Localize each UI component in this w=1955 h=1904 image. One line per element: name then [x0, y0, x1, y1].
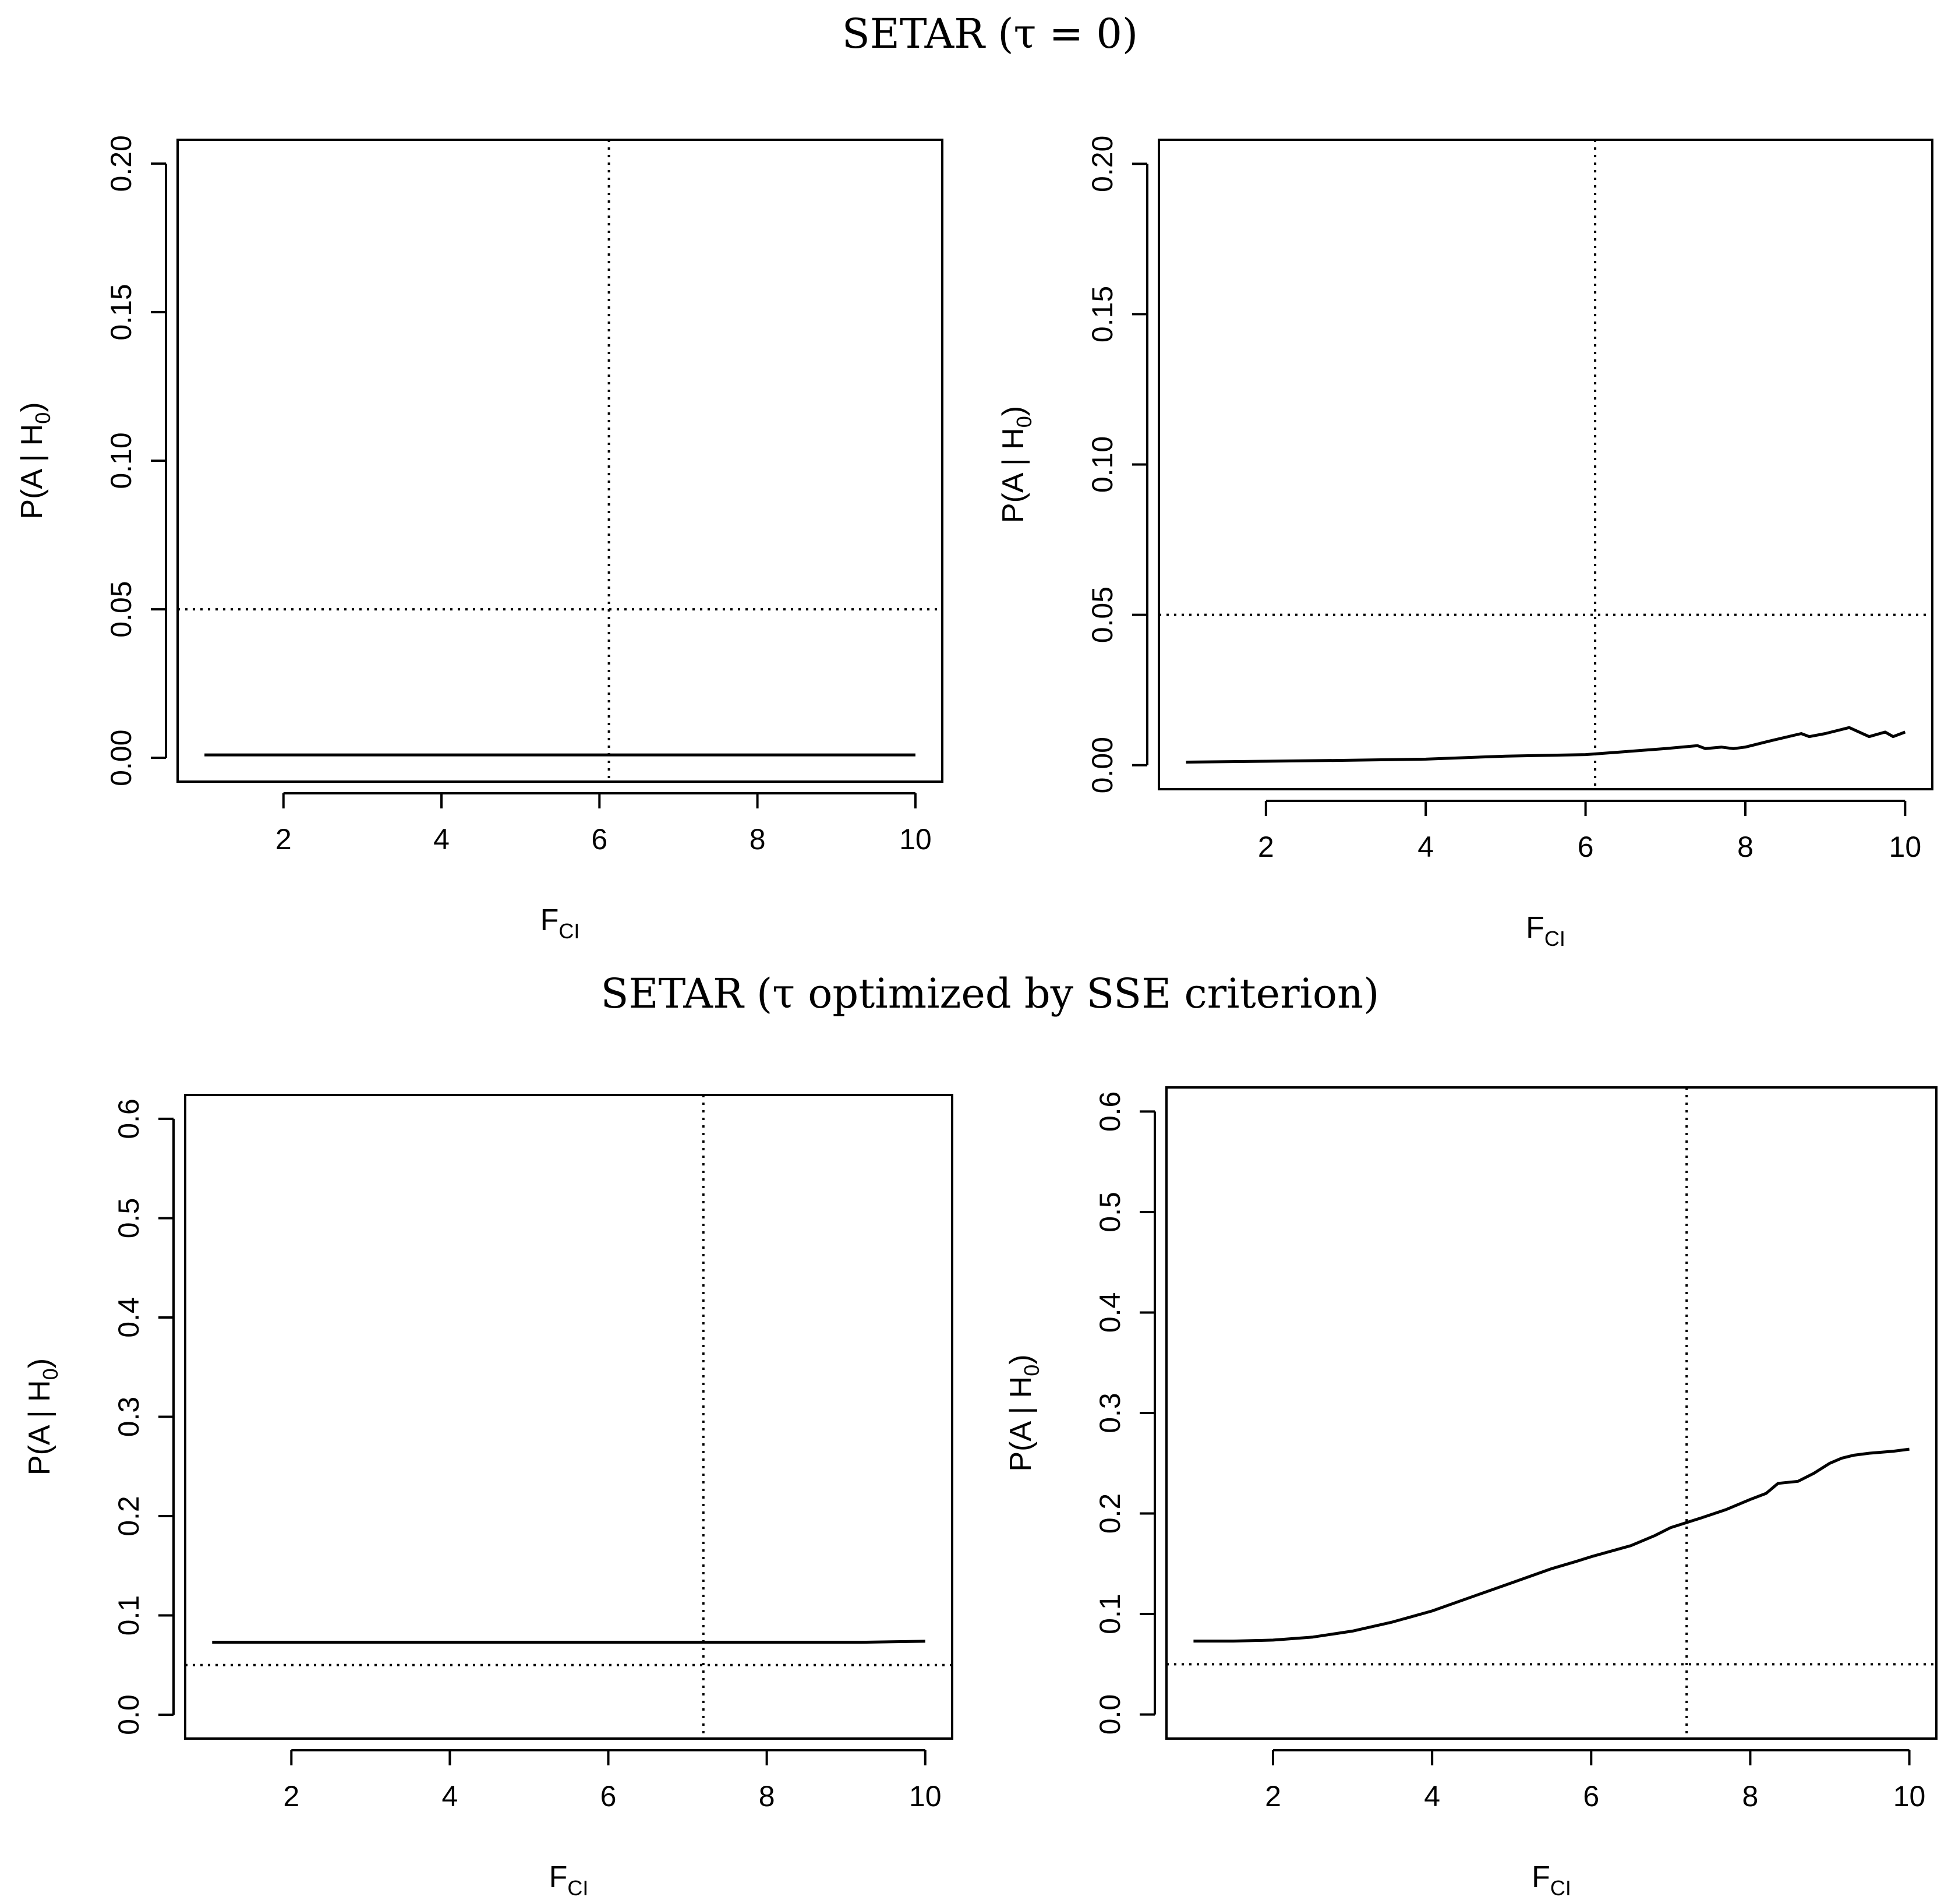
x-tick-label: 8: [750, 823, 766, 856]
x-tick-label: 10: [899, 823, 932, 856]
y-axis-label-main: P(A | H: [996, 428, 1030, 523]
x-axis-label-main: F: [540, 903, 559, 937]
y-tick-label: 0.10: [105, 432, 137, 489]
y-axis: 0.00 0.05 0.10 0.15 0.20: [1086, 136, 1148, 793]
x-tick-label: 4: [442, 1780, 458, 1813]
y-tick-label: 0.5: [1094, 1192, 1126, 1232]
y-axis-label-tail: ): [23, 1358, 56, 1368]
series-line-p-a-h0: [1186, 726, 1906, 764]
chart-bottom-right: 2 4 6 8 10 0.0 0.1 0.2 0.3 0.4 0.5 0.6 FCI P(A | H0): [1004, 1086, 1938, 1900]
x-tick-label: 6: [1583, 1780, 1599, 1813]
y-axis-label: P(A | H0): [23, 1358, 62, 1475]
plot-frame: [1158, 139, 1933, 790]
x-axis-label-subscript: CI: [1550, 1876, 1571, 1900]
x-axis: 2 4 6 8 10: [1258, 800, 1922, 863]
y-tick-label: 0.6: [1094, 1091, 1126, 1132]
plot-frame: [1165, 1086, 1938, 1740]
y-tick-label: 0.10: [1086, 436, 1119, 493]
series-line-p-a-h0: [1193, 1447, 1910, 1643]
section-title-top: SETAR (τ = 0): [842, 10, 1138, 58]
x-axis-label: FCI: [540, 903, 580, 943]
x-axis-label: FCI: [1526, 911, 1565, 951]
y-tick-label: 0.2: [112, 1496, 145, 1536]
x-axis-label-subscript: CI: [1544, 927, 1565, 951]
y-axis-label-main: P(A | H: [1004, 1376, 1038, 1472]
section-title-bottom: SETAR (τ optimized by SSE criterion): [601, 970, 1380, 1018]
y-axis-label: P(A | H0): [15, 402, 55, 519]
y-tick-label: 0.2: [1094, 1493, 1126, 1534]
x-axis: 2 4 6 8 10: [283, 1749, 942, 1813]
x-tick-label: 8: [1737, 831, 1754, 863]
y-tick-label: 0.3: [1094, 1393, 1126, 1433]
y-axis-label: P(A | H0): [1004, 1354, 1044, 1471]
x-tick-label: 10: [1889, 831, 1922, 863]
y-axis-label-tail: ): [1004, 1354, 1038, 1364]
y-axis-label-main: P(A | H: [15, 424, 49, 520]
y-axis-label: P(A | H0): [996, 406, 1036, 523]
y-tick-label: 0.1: [112, 1595, 145, 1636]
y-tick-label: 0.15: [105, 284, 137, 340]
chart-top-right: 2 4 6 8 10 0.00 0.05 0.10 0.15 0.20 FCI P(A | H0): [996, 136, 1933, 951]
x-axis: 2 4 6 8 10: [1265, 1749, 1926, 1813]
chart-bottom-left: 2 4 6 8 10 0.0 0.1 0.2 0.3 0.4 0.5 0.6 FCI P(A | H0): [23, 1094, 953, 1900]
y-axis-label-subscript: 0: [1020, 1365, 1044, 1376]
x-axis-label-main: F: [549, 1860, 568, 1894]
x-tick-label: 6: [600, 1780, 617, 1813]
x-axis-label: FCI: [549, 1860, 589, 1900]
x-tick-label: 4: [433, 823, 450, 856]
x-tick-label: 2: [275, 823, 292, 856]
y-axis-label-subscript: 0: [38, 1368, 62, 1380]
y-tick-label: 0.00: [1086, 737, 1119, 793]
y-axis-label-subscript: 0: [31, 412, 55, 424]
y-axis: 0.0 0.1 0.2 0.3 0.4 0.5 0.6: [112, 1098, 175, 1735]
x-tick-label: 2: [1258, 831, 1274, 863]
chart-top-left: 2 4 6 8 10 0.00 0.05 0.10 0.15 0.20 FCI P(A | H0): [15, 135, 943, 943]
y-tick-label: 0.05: [105, 581, 137, 637]
x-tick-label: 6: [1578, 831, 1594, 863]
y-tick-label: 0.15: [1086, 286, 1119, 342]
x-tick-label: 8: [1742, 1780, 1759, 1813]
x-axis: 2 4 6 8 10: [275, 792, 932, 856]
y-tick-label: 0.20: [105, 135, 137, 192]
x-tick-label: 2: [283, 1780, 299, 1813]
y-axis-label-tail: ): [15, 402, 49, 412]
y-axis: 0.0 0.1 0.2 0.3 0.4 0.5 0.6: [1094, 1091, 1156, 1735]
y-tick-label: 0.05: [1086, 587, 1119, 643]
y-axis-label-subscript: 0: [1012, 416, 1036, 428]
plot-frame: [176, 139, 943, 783]
x-axis-label: FCI: [1532, 1860, 1571, 1900]
x-axis-label-subscript: CI: [558, 919, 579, 943]
series-line-p-a-h0: [212, 1640, 925, 1644]
y-axis-label-tail: ): [996, 406, 1030, 416]
y-axis-label-main: P(A | H: [23, 1380, 56, 1475]
y-tick-label: 0.1: [1094, 1594, 1126, 1634]
x-axis-label-subscript: CI: [567, 1876, 588, 1900]
x-tick-label: 2: [1265, 1780, 1281, 1813]
y-tick-label: 0.0: [1094, 1694, 1126, 1735]
x-axis-label-main: F: [1526, 911, 1544, 945]
y-tick-label: 0.4: [1094, 1292, 1126, 1333]
x-axis-label-main: F: [1532, 1860, 1550, 1894]
y-axis: 0.00 0.05 0.10 0.15 0.20: [105, 135, 167, 786]
plot-frame: [184, 1094, 953, 1740]
x-tick-label: 4: [1417, 831, 1434, 863]
y-tick-label: 0.0: [112, 1694, 145, 1735]
y-tick-label: 0.5: [112, 1198, 145, 1239]
x-tick-label: 4: [1424, 1780, 1440, 1813]
y-tick-label: 0.00: [105, 730, 137, 786]
y-tick-label: 0.20: [1086, 136, 1119, 192]
y-tick-label: 0.3: [112, 1397, 145, 1437]
x-tick-label: 6: [591, 823, 607, 856]
y-tick-label: 0.4: [112, 1297, 145, 1338]
x-tick-label: 8: [759, 1780, 775, 1813]
x-tick-label: 10: [909, 1780, 942, 1813]
y-tick-label: 0.6: [112, 1098, 145, 1139]
x-tick-label: 10: [1893, 1780, 1926, 1813]
